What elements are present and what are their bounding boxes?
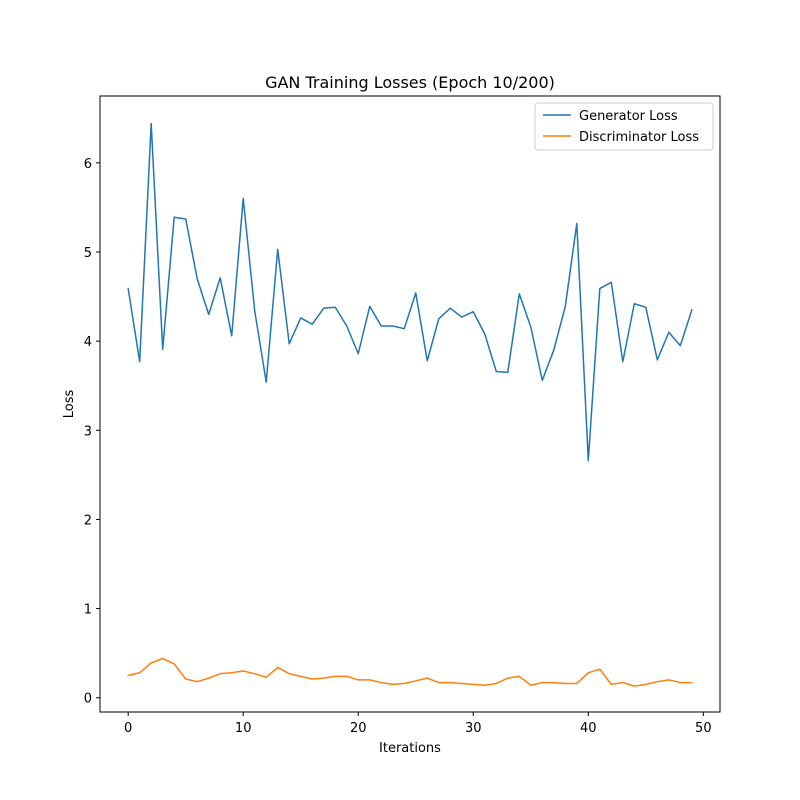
legend-label-0: Generator Loss	[579, 109, 678, 124]
series-line-1	[127, 657, 693, 687]
y-tick-label: 2	[84, 513, 92, 528]
y-tick-label: 4	[84, 335, 92, 350]
axis-ticks: 0 10 20 30 40 50 0 1 2 3 4 5 6	[84, 157, 712, 736]
y-tick-label: 5	[84, 246, 92, 261]
x-tick-label: 30	[465, 721, 482, 736]
plot-area	[127, 122, 693, 687]
y-axis-title: Loss	[62, 390, 77, 419]
y-tick-label: 6	[84, 157, 92, 172]
x-tick-label: 20	[350, 721, 367, 736]
x-axis-title: Iterations	[379, 741, 441, 756]
legend-label-1: Discriminator Loss	[579, 130, 699, 145]
x-tick-label: 50	[695, 721, 712, 736]
series-line-0	[127, 122, 693, 462]
chart-title: GAN Training Losses (Epoch 10/200)	[265, 73, 555, 92]
y-tick-label: 0	[84, 692, 92, 707]
legend-box	[534, 102, 714, 151]
y-tick-label: 1	[84, 603, 92, 618]
x-tick-label: 10	[235, 721, 252, 736]
axes-frame	[99, 95, 721, 713]
x-tick-label: 40	[580, 721, 597, 736]
legend: Generator Loss Discriminator Loss	[534, 102, 714, 151]
x-tick-label: 0	[124, 721, 132, 736]
y-tick-label: 3	[84, 424, 92, 439]
